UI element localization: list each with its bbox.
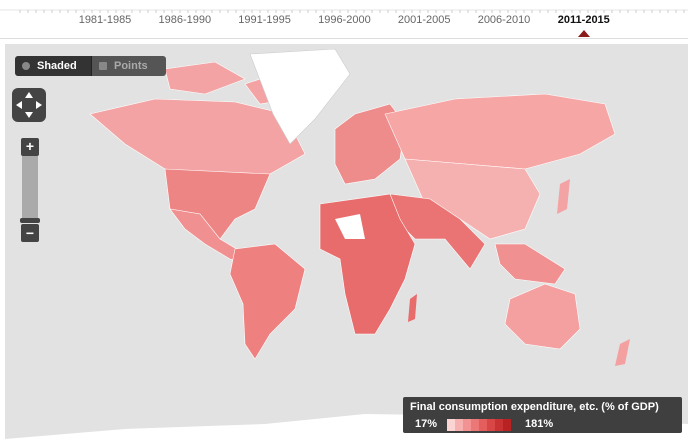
period-tab[interactable]: 1986-1990	[158, 14, 212, 26]
shaded-button[interactable]: Shaded	[15, 56, 91, 76]
period-tab[interactable]: 2001-2005	[397, 14, 451, 26]
period-tab[interactable]: 1981-1985	[78, 14, 132, 26]
period-tab[interactable]: 2011-2015	[557, 14, 610, 26]
svg-text:+: +	[26, 138, 34, 154]
period-tab[interactable]: 2006-2010	[477, 14, 531, 26]
period-tab[interactable]: 1996-2000	[318, 14, 371, 26]
legend-min: 17%	[415, 418, 438, 430]
legend-scale	[447, 419, 511, 431]
mode-switch: Shaded Points	[15, 56, 166, 76]
svg-text:−: −	[26, 225, 34, 241]
legend: Final consumption expenditure, etc. (% o…	[403, 397, 682, 433]
tab-ruler	[0, 9, 688, 37]
points-button[interactable]: Points	[91, 56, 166, 76]
period-tabs: 1981-1985 1986-1990 1991-1995 1996-2000 2001…	[0, 0, 688, 39]
legend-title: Final consumption expenditure, etc. (% o…	[410, 401, 659, 413]
legend-max: 181%	[525, 418, 554, 430]
world-map: + −	[5, 44, 688, 448]
period-tab[interactable]: 1991-1995	[238, 14, 291, 26]
